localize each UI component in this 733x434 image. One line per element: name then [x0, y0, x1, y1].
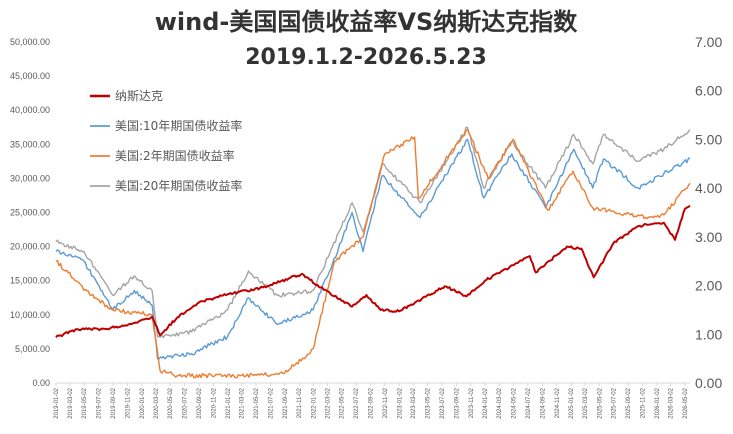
legend-label: 美国:2年期国债收益率: [115, 148, 235, 163]
x-tick-label: 2020-11-02: [211, 387, 217, 418]
x-tick-label: 2020-03-02: [154, 387, 160, 418]
right-axis: 0.00 1.00 2.00 3.00 4.00 5.00 6.00 7.00: [695, 34, 722, 391]
x-tick-label: 2021-01-02: [226, 387, 232, 418]
x-tick-label: 2026-01-02: [655, 387, 661, 418]
right-tick-label: 3.00: [695, 229, 722, 245]
x-tick-label: 2023-07-02: [440, 387, 446, 418]
x-tick-label: 2023-05-02: [426, 387, 432, 418]
x-tick-label: 2025-11-02: [641, 387, 647, 418]
plot-area: [55, 126, 691, 379]
right-tick-label: 1.00: [695, 326, 722, 342]
left-tick-label: 5,000.00: [15, 344, 50, 354]
x-tick-label: 2022-01-02: [312, 387, 318, 418]
right-tick-label: 6.00: [695, 83, 722, 99]
left-tick-label: 50,000.00: [10, 37, 50, 47]
x-tick-label: 2023-01-02: [397, 387, 403, 418]
right-tick-label: 4.00: [695, 180, 722, 196]
left-tick-label: 30,000.00: [10, 173, 50, 183]
x-tick-label: 2025-01-02: [569, 387, 575, 418]
x-tick-label: 2019-11-02: [125, 387, 131, 418]
x-tick-label: 2024-11-02: [555, 387, 561, 418]
series-line: [55, 128, 691, 379]
left-tick-label: 40,000.00: [10, 105, 50, 115]
right-tick-label: 7.00: [695, 34, 722, 50]
x-tick-label: 2020-07-02: [183, 387, 189, 418]
x-tick-label: 2021-03-02: [240, 387, 246, 418]
x-tick-label: 2025-03-02: [583, 387, 589, 418]
x-tick-label: 2022-05-02: [340, 387, 346, 418]
right-tick-label: 0.00: [695, 375, 722, 391]
x-tick-label: 2025-05-02: [597, 387, 603, 418]
series-line: [55, 138, 691, 360]
x-tick-label: 2024-01-02: [483, 387, 489, 418]
x-tick-label: 2025-09-02: [626, 387, 632, 418]
left-tick-label: 0.00: [32, 378, 50, 388]
left-tick-label: 15,000.00: [10, 276, 50, 286]
x-tick-label: 2023-09-02: [454, 387, 460, 418]
x-tick-label: 2022-03-02: [325, 387, 331, 418]
x-tick-label: 2022-09-02: [369, 387, 375, 418]
x-tick-label: 2022-11-02: [383, 387, 389, 418]
chart-subtitle: 2019.1.2-2026.5.23: [245, 45, 487, 70]
x-tick-label: 2026-03-02: [669, 387, 675, 418]
legend-label: 美国:10年期国债收益率: [115, 118, 242, 133]
x-tick-label: 2020-09-02: [197, 387, 203, 418]
x-tick-label: 2021-09-02: [283, 387, 289, 418]
x-tick-label: 2024-09-02: [540, 387, 546, 418]
left-tick-label: 20,000.00: [10, 242, 50, 252]
x-tick-label: 2026-05-02: [683, 387, 689, 418]
left-tick-label: 25,000.00: [10, 208, 50, 218]
legend-label: 美国:20年期国债收益率: [115, 178, 242, 193]
x-tick-label: 2019-09-02: [111, 387, 117, 418]
x-tick-label: 2024-03-02: [497, 387, 503, 418]
x-tick-label: 2023-11-02: [469, 387, 475, 418]
x-tick-label: 2021-11-02: [297, 387, 303, 418]
x-tick-label: 2019-01-02: [54, 387, 60, 418]
x-tick-label: 2025-07-02: [612, 387, 618, 418]
x-tick-label: 2019-07-02: [97, 387, 103, 418]
x-tick-label: 2023-03-02: [411, 387, 417, 418]
left-tick-label: 45,000.00: [10, 71, 50, 81]
x-tick-label: 2020-05-02: [168, 387, 174, 418]
chart-title: wind-美国国债收益率VS纳斯达克指数: [155, 8, 578, 36]
left-axis: 0.00 5,000.00 10,000.00 15,000.00 20,000.00 2…: [10, 37, 50, 388]
legend-label: 纳斯达克: [115, 89, 163, 103]
series-line: [55, 204, 691, 338]
right-tick-label: 5.00: [695, 131, 722, 147]
x-tick-label: 2019-05-02: [82, 387, 88, 418]
x-tick-label: 2019-03-02: [68, 387, 74, 418]
x-tick-label: 2024-07-02: [526, 387, 532, 418]
x-tick-label: 2020-01-02: [140, 387, 146, 418]
x-tick-label: 2021-07-02: [268, 387, 274, 418]
x-axis: 2019-01-02 2019-03-02 2019-05-02 2019-07-02…: [54, 383, 689, 419]
x-tick-label: 2021-05-02: [254, 387, 260, 418]
x-tick-label: 2022-07-02: [354, 387, 360, 418]
left-tick-label: 10,000.00: [10, 310, 50, 320]
x-tick-label: 2024-05-02: [512, 387, 518, 418]
left-tick-label: 35,000.00: [10, 139, 50, 149]
right-tick-label: 2.00: [695, 278, 722, 294]
